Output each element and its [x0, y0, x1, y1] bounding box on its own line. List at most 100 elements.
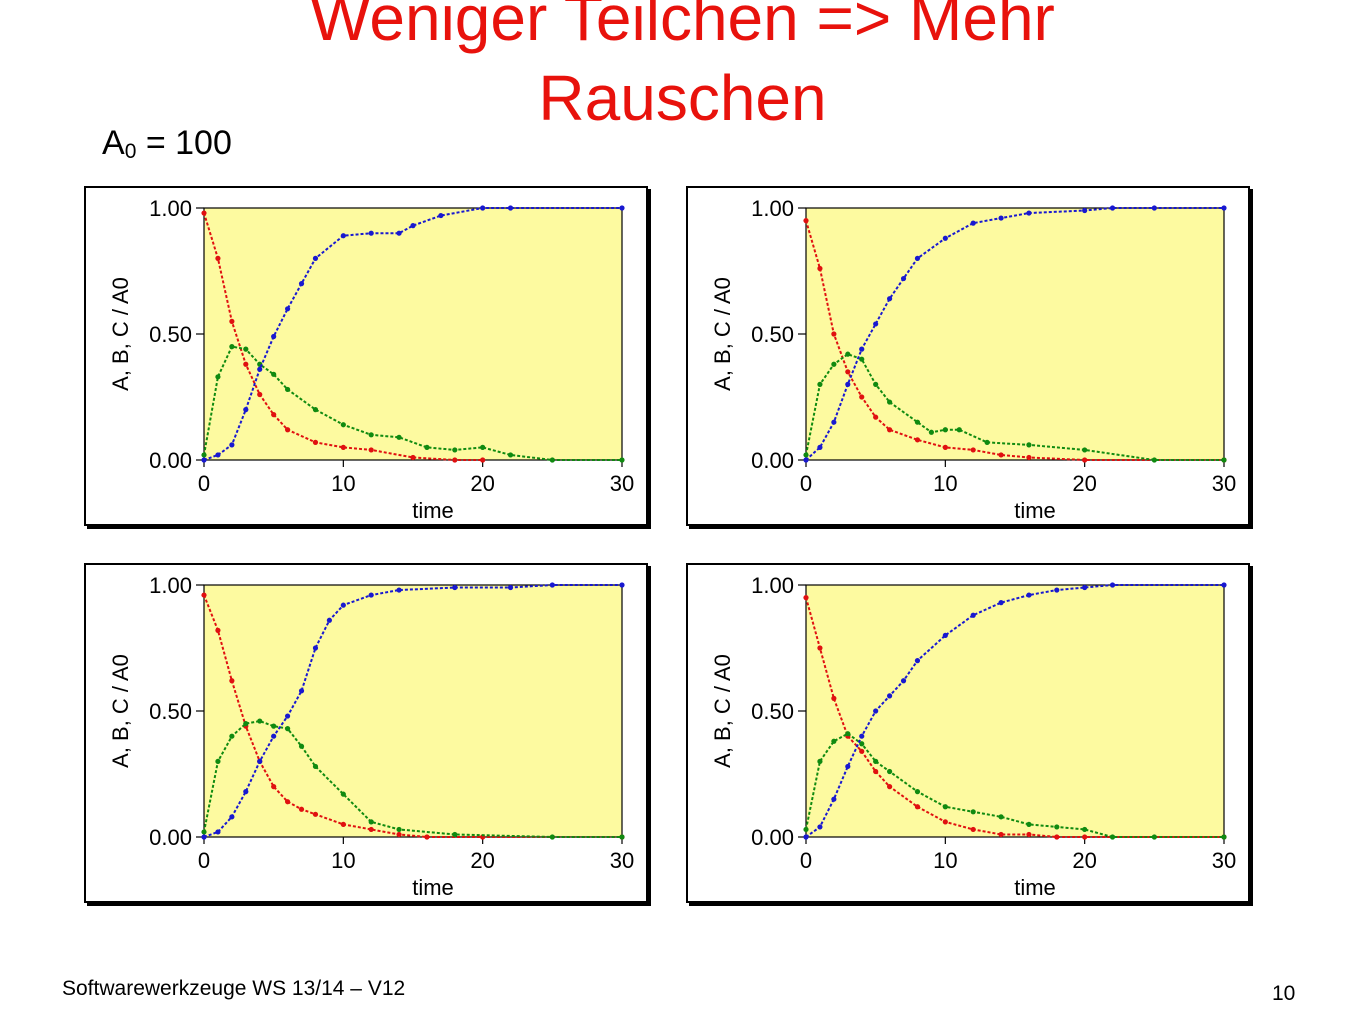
- data-point: [285, 427, 291, 433]
- data-point: [873, 708, 879, 714]
- data-point: [229, 814, 235, 820]
- data-point: [1026, 821, 1032, 827]
- data-point: [312, 811, 319, 817]
- data-point: [1109, 834, 1116, 840]
- data-point: [803, 452, 809, 458]
- data-point: [271, 412, 277, 418]
- data-point: [956, 427, 962, 433]
- data-point: [312, 439, 319, 445]
- series-2: [201, 718, 625, 840]
- data-point: [942, 427, 948, 433]
- data-point: [831, 695, 837, 701]
- series-line: [805, 597, 1224, 838]
- plot-area: [203, 207, 623, 461]
- data-point: [845, 763, 851, 770]
- data-point: [1054, 587, 1060, 593]
- data-point: [831, 738, 837, 744]
- data-point: [368, 819, 374, 825]
- data-point: [817, 265, 823, 272]
- data-point: [201, 457, 207, 463]
- data-point: [873, 321, 879, 327]
- slide-title: Weniger Teilchen => Mehr Rauschen: [0, 0, 1365, 138]
- data-point: [845, 369, 851, 375]
- data-point: [1151, 457, 1157, 463]
- data-point: [970, 809, 976, 815]
- data-point: [873, 768, 879, 775]
- x-tick-label: 0: [198, 471, 210, 496]
- data-point: [873, 414, 879, 420]
- data-point: [285, 306, 291, 312]
- data-point: [396, 831, 402, 838]
- data-point: [970, 447, 976, 453]
- data-point: [285, 799, 291, 805]
- data-point: [887, 768, 893, 775]
- data-point: [368, 826, 374, 833]
- data-point: [396, 587, 402, 593]
- data-point: [1221, 834, 1227, 840]
- y-tick-label: 0.50: [751, 699, 794, 724]
- data-point: [859, 733, 865, 739]
- data-point: [914, 804, 921, 810]
- series-2: [803, 351, 1227, 463]
- chart-panel-1: 0.00 0.50 1.00 0 10 20 30 time A, B, C / A0: [84, 186, 648, 526]
- y-tick-label: 0.00: [751, 448, 794, 473]
- x-tick-label: 30: [1212, 471, 1236, 496]
- data-point: [942, 444, 948, 450]
- data-point: [1082, 447, 1088, 453]
- data-point: [1109, 582, 1116, 588]
- data-point: [817, 758, 823, 764]
- data-point: [298, 281, 305, 287]
- data-point: [326, 617, 332, 623]
- data-point: [1026, 454, 1032, 461]
- data-point: [845, 381, 851, 387]
- data-point: [859, 394, 865, 400]
- data-point: [984, 439, 990, 445]
- data-point: [887, 427, 893, 433]
- data-point: [900, 678, 907, 684]
- initial-count-value: = 100: [136, 124, 232, 162]
- data-point: [1082, 207, 1088, 214]
- plot-area: [805, 584, 1225, 838]
- data-point: [257, 758, 263, 764]
- series-2: [201, 344, 625, 463]
- data-point: [942, 632, 948, 638]
- data-point: [1026, 831, 1032, 838]
- series-1: [201, 210, 486, 463]
- data-point: [215, 374, 221, 380]
- data-point: [396, 230, 402, 236]
- data-point: [803, 826, 809, 833]
- data-point: [368, 447, 374, 453]
- data-point: [831, 796, 837, 802]
- x-tick-label: 20: [470, 848, 494, 873]
- series-3: [201, 205, 625, 463]
- data-point: [549, 582, 555, 588]
- data-point: [215, 758, 221, 764]
- x-tick-label: 0: [198, 848, 210, 873]
- data-point: [312, 763, 319, 770]
- data-point: [549, 457, 555, 463]
- x-tick-label: 30: [1212, 848, 1236, 873]
- data-point: [368, 230, 374, 236]
- chart-panel-3: 0.00 0.50 1.00 0 10 20 30 time A, B, C / A0: [84, 563, 648, 903]
- data-point: [340, 791, 346, 797]
- data-point: [1221, 205, 1227, 211]
- data-point: [803, 595, 809, 601]
- data-point: [215, 627, 221, 633]
- data-point: [312, 645, 319, 651]
- data-point: [452, 457, 458, 463]
- data-point: [396, 434, 402, 440]
- data-point: [410, 223, 416, 229]
- x-tick-label: 30: [610, 471, 634, 496]
- data-point: [845, 731, 851, 737]
- plot-area: [203, 584, 623, 838]
- data-point: [942, 235, 948, 241]
- data-point: [201, 452, 207, 458]
- y-axis-label: A, B, C / A0: [710, 654, 735, 768]
- series-line: [805, 220, 1224, 461]
- y-axis-label: A, B, C / A0: [108, 277, 133, 391]
- chart-panel-4: 0.00 0.50 1.00 0 10 20 30 time A, B, C / A0: [686, 563, 1250, 903]
- data-point: [803, 834, 809, 840]
- data-point: [257, 391, 263, 398]
- data-point: [340, 422, 346, 428]
- data-point: [1026, 442, 1032, 448]
